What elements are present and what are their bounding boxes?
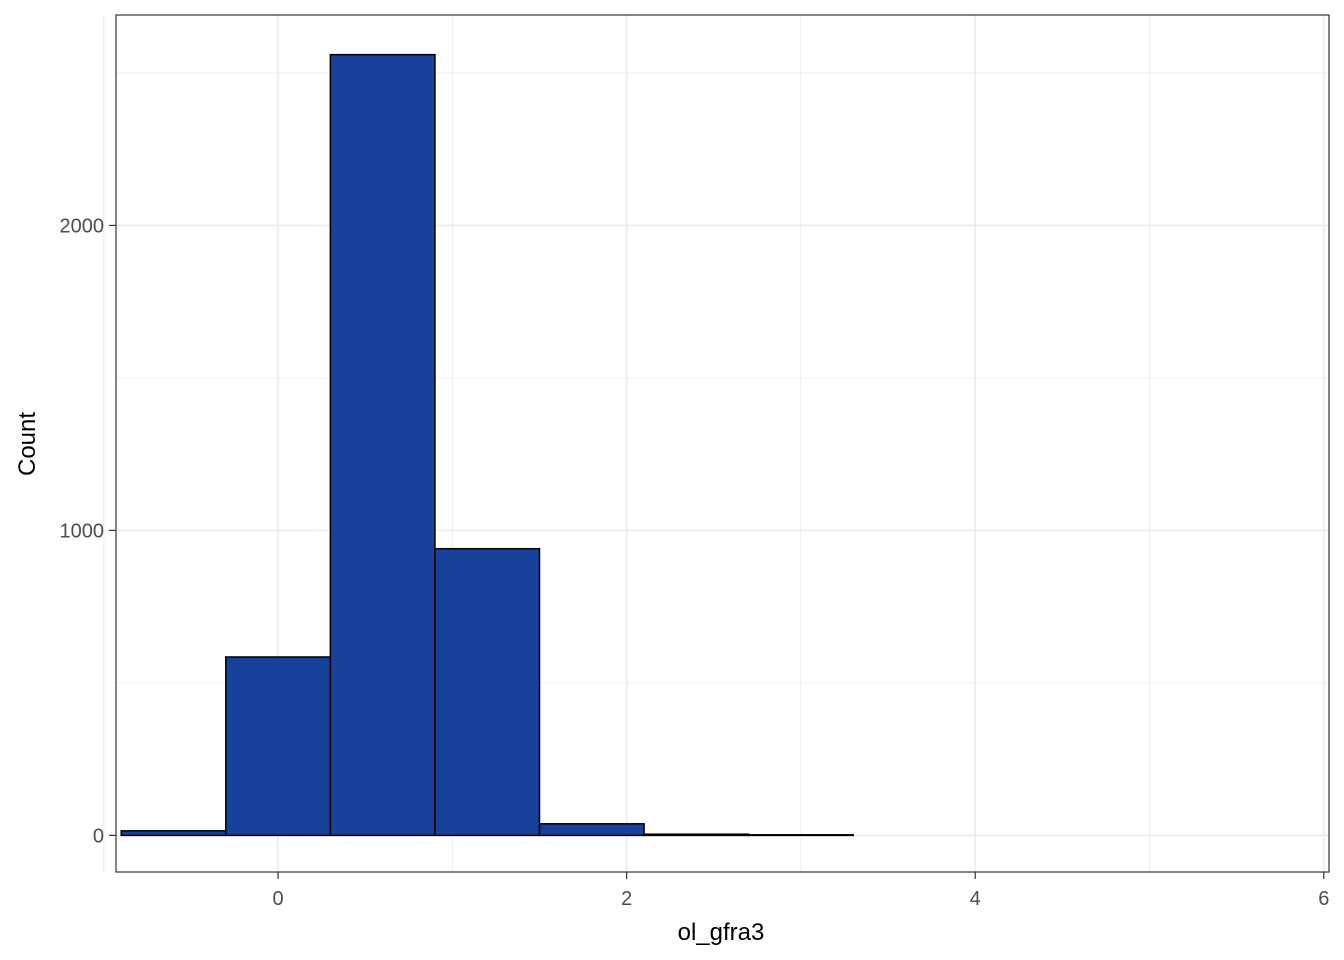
histogram-bars	[120, 53, 854, 837]
x-tick-label: 0	[273, 888, 284, 910]
x-axis-ticks: 0 2 4 6	[273, 872, 1329, 910]
histogram-bar	[434, 547, 541, 837]
y-axis-ticks: 0 1000 2000	[60, 215, 116, 847]
y-tick-label: 1000	[60, 520, 105, 542]
y-tick-label: 2000	[60, 215, 105, 237]
histogram-bar	[329, 53, 436, 837]
x-axis-title: ol_gfra3	[678, 919, 765, 946]
y-tick-label: 0	[93, 825, 104, 847]
histogram-bar	[225, 656, 332, 837]
histogram-bar	[538, 823, 645, 837]
histogram-bar	[747, 834, 854, 837]
histogram-bar	[120, 830, 227, 837]
histogram-bar	[643, 833, 750, 837]
x-tick-label: 4	[970, 888, 981, 910]
y-axis-title: Count	[14, 412, 41, 476]
panel-border	[115, 14, 1330, 873]
x-tick-label: 6	[1318, 888, 1329, 910]
x-tick-label: 2	[621, 888, 632, 910]
